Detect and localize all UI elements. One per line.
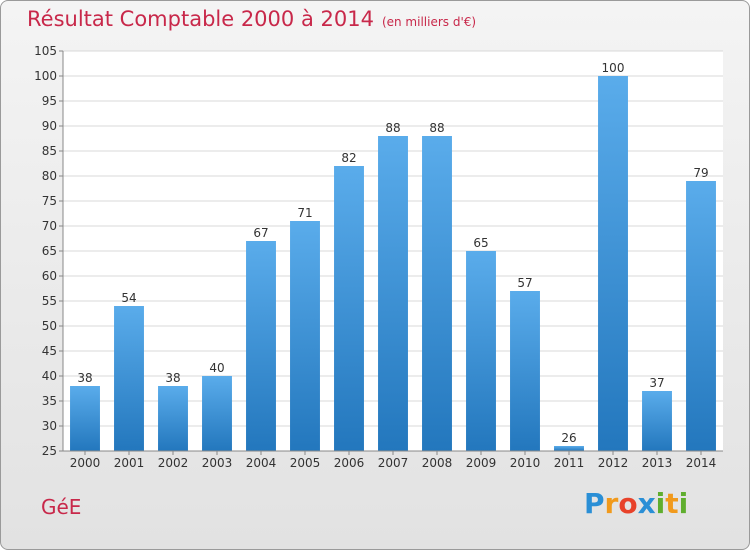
y-tick-label: 45 bbox=[42, 344, 57, 358]
bar-2014 bbox=[686, 181, 716, 451]
y-tick-label: 105 bbox=[34, 44, 57, 58]
data-label-2007: 88 bbox=[385, 121, 400, 135]
bar-2007 bbox=[378, 136, 408, 451]
bar-2013 bbox=[642, 391, 672, 451]
y-tick-label: 75 bbox=[42, 194, 57, 208]
data-label-2005: 71 bbox=[297, 206, 312, 220]
x-tick-label: 2003 bbox=[202, 456, 233, 470]
data-label-2000: 38 bbox=[77, 371, 92, 385]
y-tick-label: 100 bbox=[34, 69, 57, 83]
x-tick-label: 2006 bbox=[334, 456, 365, 470]
y-tick-label: 65 bbox=[42, 244, 57, 258]
data-label-2002: 38 bbox=[165, 371, 180, 385]
logo-letter: i bbox=[678, 487, 689, 520]
bar-2003 bbox=[202, 376, 232, 451]
bar-2009 bbox=[466, 251, 496, 451]
data-label-2011: 26 bbox=[561, 431, 576, 445]
x-tick-label: 2002 bbox=[158, 456, 189, 470]
data-label-2003: 40 bbox=[209, 361, 224, 375]
data-label-2013: 37 bbox=[649, 376, 664, 390]
logo-letter: r bbox=[604, 487, 619, 520]
x-tick-label: 2007 bbox=[378, 456, 409, 470]
y-tick-label: 25 bbox=[42, 444, 57, 458]
y-tick-label: 95 bbox=[42, 94, 57, 108]
x-tick-label: 2004 bbox=[246, 456, 277, 470]
logo-letter: P bbox=[584, 487, 605, 520]
x-tick-label: 2010 bbox=[510, 456, 541, 470]
bar-2005 bbox=[290, 221, 320, 451]
data-label-2008: 88 bbox=[429, 121, 444, 135]
x-tick-label: 2001 bbox=[114, 456, 145, 470]
bar-2006 bbox=[334, 166, 364, 451]
logo-letter: t bbox=[665, 487, 679, 520]
x-tick-label: 2000 bbox=[70, 456, 101, 470]
commune-name: GéE bbox=[41, 495, 82, 519]
bar-2001 bbox=[114, 306, 144, 451]
y-tick-label: 85 bbox=[42, 144, 57, 158]
x-tick-label: 2009 bbox=[466, 456, 497, 470]
y-tick-label: 90 bbox=[42, 119, 57, 133]
x-tick-label: 2005 bbox=[290, 456, 321, 470]
x-tick-label: 2013 bbox=[642, 456, 673, 470]
bar-2008 bbox=[422, 136, 452, 451]
y-tick-label: 30 bbox=[42, 419, 57, 433]
x-tick-label: 2008 bbox=[422, 456, 453, 470]
y-tick-label: 60 bbox=[42, 269, 57, 283]
data-label-2010: 57 bbox=[517, 276, 532, 290]
logo-letter: i bbox=[655, 487, 666, 520]
y-tick-label: 35 bbox=[42, 394, 57, 408]
y-tick-label: 40 bbox=[42, 369, 57, 383]
y-tick-label: 50 bbox=[42, 319, 57, 333]
data-label-2014: 79 bbox=[693, 166, 708, 180]
x-tick-label: 2014 bbox=[686, 456, 717, 470]
y-tick-label: 55 bbox=[42, 294, 57, 308]
data-label-2001: 54 bbox=[121, 291, 136, 305]
x-tick-label: 2011 bbox=[554, 456, 585, 470]
x-tick-label: 2012 bbox=[598, 456, 629, 470]
data-label-2004: 67 bbox=[253, 226, 268, 240]
bar-2004 bbox=[246, 241, 276, 451]
data-label-2009: 65 bbox=[473, 236, 488, 250]
data-label-2006: 82 bbox=[341, 151, 356, 165]
logo-letter: x bbox=[637, 487, 656, 520]
data-label-2012: 100 bbox=[602, 61, 625, 75]
chart-subtitle: (en milliers d'€) bbox=[381, 15, 477, 29]
chart-title: Résultat Comptable 2000 à 2014 (en millie… bbox=[27, 7, 477, 31]
bar-2012 bbox=[598, 76, 628, 451]
logo-letter: o bbox=[618, 487, 638, 520]
proxiti-logo: Proxiti bbox=[584, 487, 688, 520]
bar-2010 bbox=[510, 291, 540, 451]
bar-2002 bbox=[158, 386, 188, 451]
bar-2011 bbox=[554, 446, 584, 451]
y-tick-label: 70 bbox=[42, 219, 57, 233]
bar-2000 bbox=[70, 386, 100, 451]
y-tick-label: 80 bbox=[42, 169, 57, 183]
